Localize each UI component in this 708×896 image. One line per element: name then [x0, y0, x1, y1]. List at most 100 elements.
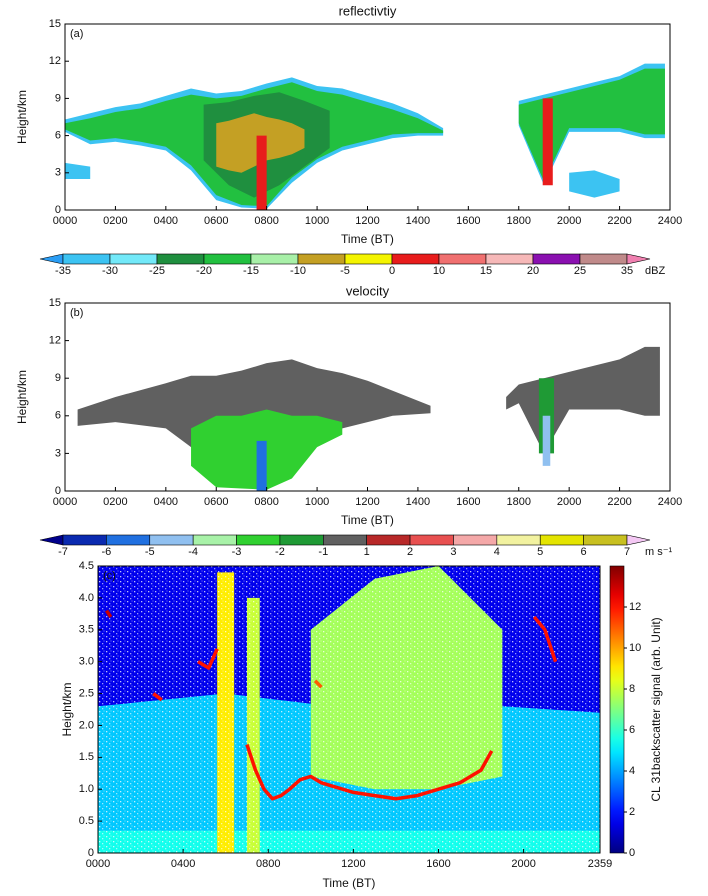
field-region: [518, 68, 665, 182]
field-region: [256, 135, 267, 210]
colorbar-segment: [391, 253, 440, 265]
field-region: [542, 415, 551, 466]
y-tick-label: 9: [55, 92, 61, 104]
y-tick-label: 12: [49, 335, 61, 347]
x-tick-label: 0400: [154, 496, 178, 508]
plot-area: [98, 566, 600, 853]
colorbar-segment: [496, 534, 541, 546]
colorbar-tick-label: -3: [232, 546, 242, 558]
x-tick-label: 2359: [588, 858, 612, 870]
x-tick-label: 0000: [53, 496, 77, 508]
x-tick-label: 1400: [406, 215, 430, 227]
plot-area: [65, 63, 665, 210]
x-tick-label: 1800: [507, 496, 531, 508]
colorbar-segment: [453, 534, 498, 546]
colorbar-tick-label: -2: [275, 546, 285, 558]
x-tick-label: 2400: [658, 496, 682, 508]
x-tick-label: 1600: [456, 496, 480, 508]
x-tick-label: 0800: [254, 215, 278, 227]
colorbar-segment: [279, 534, 324, 546]
colorbar-end: [626, 534, 651, 546]
colorbar-segment: [366, 534, 411, 546]
colorbar-tick-label: 4: [494, 546, 500, 558]
colorbar-title: CL 31backscatter signal (arb. Unit): [649, 617, 663, 801]
y-tick-label: 2.5: [79, 687, 94, 699]
y-tick-label: 3.5: [79, 624, 94, 636]
y-tick-label: 1.0: [79, 783, 94, 795]
x-axis-title: Time (BT): [341, 232, 394, 246]
colorbar-tick-label: -25: [149, 265, 165, 277]
field-region: [569, 170, 620, 198]
panel-label: (a): [70, 28, 83, 40]
colorbar-tick-label: -35: [55, 265, 71, 277]
x-tick-label: 1600: [456, 215, 480, 227]
colorbar-tick-label: 1: [364, 546, 370, 558]
colorbar-tick-label: 8: [629, 683, 635, 695]
colorbar-segment: [62, 534, 107, 546]
y-tick-label: 15: [49, 297, 61, 309]
noise-texture: [98, 566, 600, 853]
field-region: [65, 162, 91, 179]
y-tick-label: 6: [55, 410, 61, 422]
x-tick-label: 0000: [53, 215, 77, 227]
colorbar-segment: [409, 534, 454, 546]
colorbar-segment: [323, 534, 367, 546]
colorbar-end: [39, 534, 64, 546]
y-tick-label: 12: [49, 55, 61, 67]
colorbar-segment: [297, 253, 346, 265]
cloud-trace: [313, 679, 323, 689]
colorbar-tick-label: -15: [243, 265, 259, 277]
x-tick-label: 0200: [103, 496, 127, 508]
colorbar-segment: [236, 534, 281, 546]
x-tick-label: 2200: [607, 215, 631, 227]
colorbar-segment: [149, 534, 194, 546]
chart-title: velocity: [346, 283, 390, 298]
x-tick-label: 0200: [103, 215, 127, 227]
colorbar: [609, 565, 625, 854]
colorbar-tick-label: 7: [624, 546, 630, 558]
colorbar-tick-label: -6: [101, 546, 111, 558]
x-tick-label: 0800: [254, 496, 278, 508]
x-tick-label: 0600: [204, 215, 228, 227]
x-tick-label: 1400: [406, 496, 430, 508]
cloud-trace: [197, 648, 219, 670]
colorbar-tick-label: 25: [574, 265, 586, 277]
x-tick-label: 1200: [341, 858, 365, 870]
colorbar-end: [626, 253, 651, 265]
colorbar-tick-label: -1: [318, 546, 328, 558]
field-region: [542, 98, 553, 186]
x-axis-title: Time (BT): [341, 513, 394, 527]
x-tick-label: 1600: [426, 858, 450, 870]
y-tick-label: 0.5: [79, 815, 94, 827]
y-tick-label: 0: [88, 847, 94, 859]
colorbar-tick-label: 4: [629, 765, 635, 777]
colorbar-segment: [532, 253, 581, 265]
x-tick-label: 2000: [511, 858, 535, 870]
colorbar-segment: [250, 253, 299, 265]
colorbar-tick-label: -30: [102, 265, 118, 277]
colorbar-segment: [192, 534, 237, 546]
colorbar-segment: [156, 253, 205, 265]
colorbar-tick-label: 6: [629, 724, 635, 736]
plot-frame: [97, 565, 601, 854]
field-region: [506, 346, 660, 454]
plot-area: [77, 346, 660, 491]
x-tick-label: 0600: [204, 496, 228, 508]
chart-title: reflectivtiy: [339, 3, 397, 18]
colorbar-segment: [579, 253, 628, 265]
y-tick-label: 3: [55, 167, 61, 179]
field-region: [256, 440, 267, 491]
colorbar-segment: [62, 253, 111, 265]
colorbar-tick-label: 20: [527, 265, 539, 277]
colorbar-segment: [203, 253, 252, 265]
y-tick-label: 2.0: [79, 719, 94, 731]
colorbar-tick-label: -4: [188, 546, 198, 558]
colorbar-end: [39, 253, 64, 265]
y-tick-label: 9: [55, 372, 61, 384]
colorbar-tick-label: 3: [450, 546, 456, 558]
y-tick-label: 15: [49, 18, 61, 30]
colorbar-segment: [539, 534, 584, 546]
colorbar-segment: [344, 253, 393, 265]
x-tick-label: 2400: [658, 215, 682, 227]
